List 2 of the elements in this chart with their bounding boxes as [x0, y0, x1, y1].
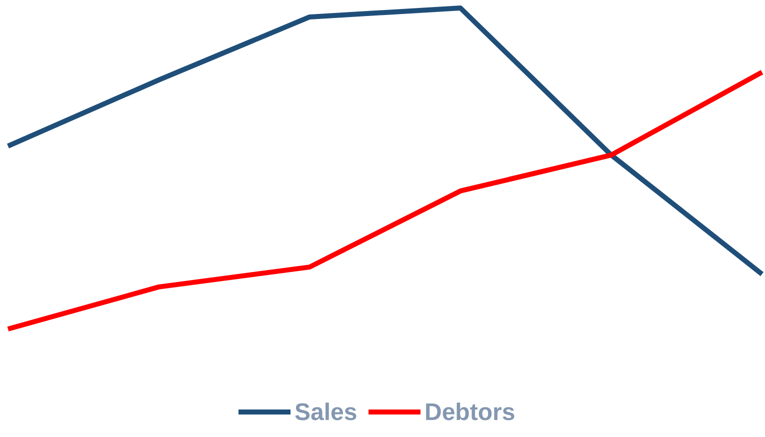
legend-label: Debtors	[424, 399, 516, 426]
legend-label: Sales	[294, 399, 358, 426]
